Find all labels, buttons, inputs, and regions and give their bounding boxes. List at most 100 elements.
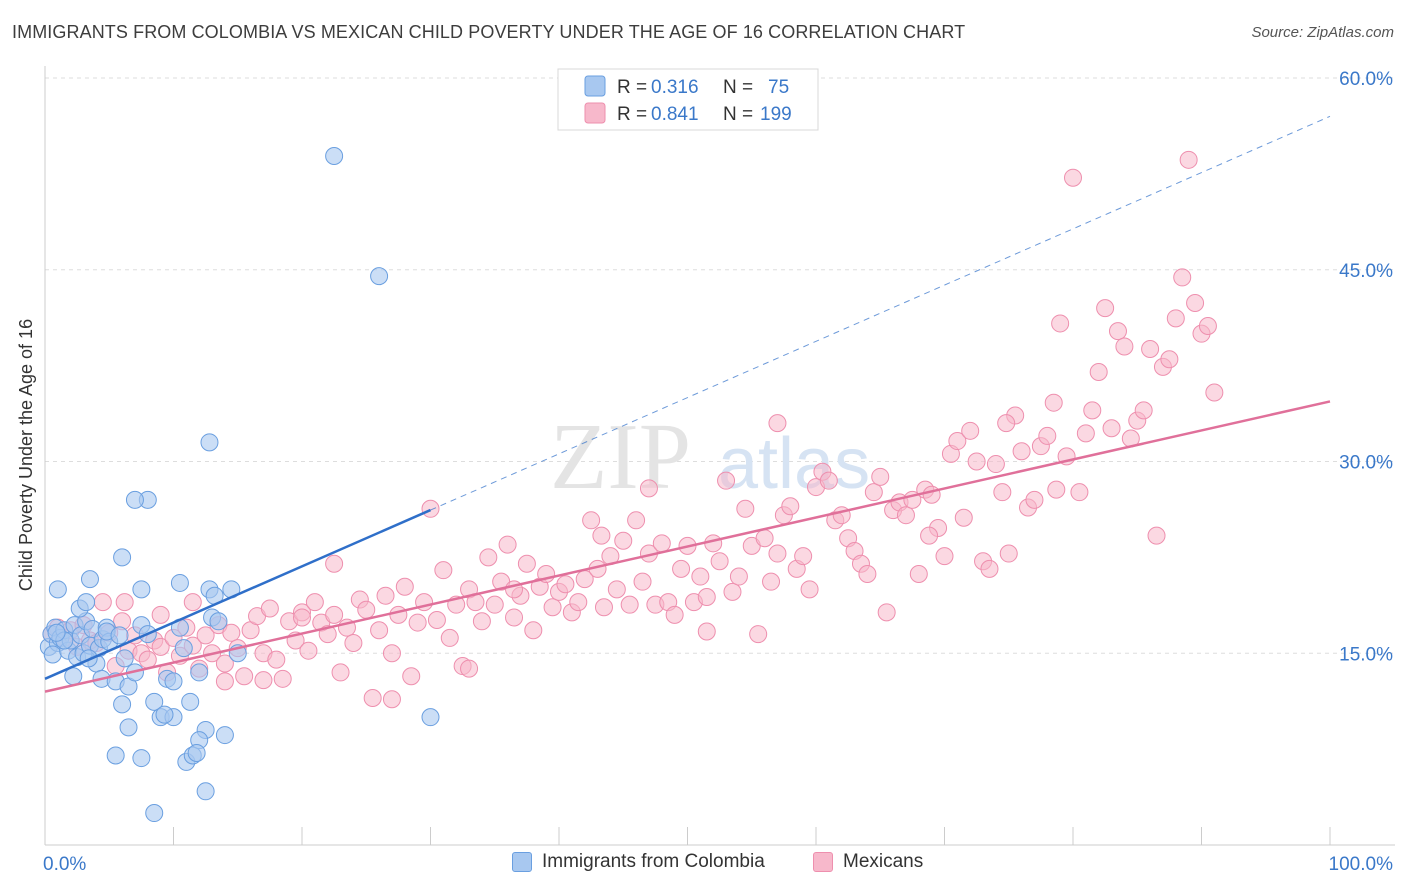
mexican-point — [260, 599, 279, 618]
legend-r-value: 0.841 — [651, 104, 699, 125]
mexican-point — [93, 593, 112, 612]
mexican-point — [723, 582, 742, 601]
mexican-point — [556, 575, 575, 594]
mexican-point — [215, 654, 234, 673]
mexican-point — [1051, 314, 1070, 333]
mexican-point — [909, 564, 928, 583]
y-tick-label: 45.0% — [1339, 261, 1393, 282]
mexican-point — [183, 593, 202, 612]
colombia-trend-extension — [430, 115, 1331, 511]
colombia-point — [113, 695, 132, 714]
axes — [44, 66, 1395, 846]
mexican-point — [717, 471, 736, 490]
mexican-point — [472, 612, 491, 631]
mexican-point — [762, 572, 781, 591]
mexican-point — [293, 608, 311, 627]
mexican-point — [395, 577, 414, 596]
mexican-point — [1012, 442, 1031, 461]
mexican-point — [768, 544, 787, 563]
colombia-point — [174, 639, 193, 658]
legend-top: R = 0.316 N = 75 R = 0.841 N = 199 — [557, 68, 819, 131]
colombia-point — [132, 580, 151, 599]
colombia-point — [47, 623, 66, 642]
x-tick-label: 0.0% — [43, 854, 86, 875]
mexican-point — [1198, 316, 1217, 335]
mexican-point — [389, 605, 408, 624]
mexican-point — [1160, 350, 1179, 369]
colombia-point — [421, 708, 440, 727]
mexican-point — [800, 580, 819, 599]
mexican-point — [370, 621, 389, 640]
mexican-point — [505, 608, 524, 627]
mexican-point — [1038, 426, 1057, 445]
mexican-point — [729, 567, 748, 586]
legend-n-label: N = — [723, 104, 753, 125]
legend-colombia-label: Immigrants from Colombia — [542, 851, 765, 872]
colombia-point — [155, 705, 174, 724]
mexican-point — [421, 499, 440, 518]
mexican-point — [1173, 268, 1192, 287]
mexican-point — [1186, 293, 1205, 312]
mexican-point — [1025, 490, 1044, 509]
mexican-point — [997, 414, 1016, 433]
mexican-point — [986, 455, 1005, 474]
mexican-point — [299, 641, 318, 660]
colombia-point — [209, 612, 228, 631]
y-tick-label: 15.0% — [1339, 644, 1393, 665]
mexican-point — [896, 506, 915, 525]
mexican-point — [196, 626, 215, 645]
mexican-point — [980, 559, 999, 578]
mexican-point — [215, 672, 234, 691]
colombia-trend-line — [44, 508, 432, 680]
colombia-point — [125, 490, 144, 509]
mexican-point — [434, 561, 453, 580]
mexican-point — [325, 554, 344, 573]
mexican-point — [1102, 419, 1121, 438]
mexican-point — [864, 483, 883, 502]
mexican-point — [1044, 393, 1063, 412]
mexican-point — [935, 547, 954, 566]
legend-mexicans-label: Mexicans — [843, 851, 924, 872]
mexican-point — [115, 593, 134, 612]
mexican-point — [427, 611, 446, 630]
legend-n-label: N = — [723, 77, 753, 98]
mexican-point — [794, 547, 813, 566]
mexican-point — [1179, 150, 1198, 169]
mexican-point — [1115, 337, 1134, 356]
mexican-point — [948, 432, 967, 451]
mexican-point — [1147, 526, 1166, 545]
mexican-point — [594, 598, 613, 617]
mexican-point — [485, 595, 504, 614]
mexican-point — [1083, 401, 1102, 420]
mexican-point — [517, 554, 536, 573]
y-tick-label: 60.0% — [1339, 69, 1393, 90]
colombia-point — [119, 718, 138, 737]
mexican-point — [736, 499, 755, 518]
y-axis-title: Child Poverty Under the Age of 16 — [16, 319, 36, 591]
legend-item-colombia[interactable]: Immigrants from Colombia — [512, 851, 765, 873]
mexican-point — [479, 548, 498, 567]
mexican-point — [382, 690, 401, 709]
mexican-point — [691, 567, 710, 586]
mexican-point — [592, 526, 611, 545]
colombia-point — [77, 593, 96, 612]
colombia-point — [200, 433, 219, 452]
mexican-point — [1064, 168, 1082, 187]
mexican-point — [877, 603, 896, 622]
mexican-point — [749, 625, 768, 644]
mexican-point — [620, 595, 639, 614]
watermark-atlas: atlas — [718, 424, 870, 504]
mexican-point — [222, 623, 241, 642]
legend-item-mexicans[interactable]: Mexicans — [813, 851, 923, 873]
mexican-point — [267, 650, 286, 669]
watermark-zip: ZIP — [550, 405, 691, 509]
mexican-point — [363, 688, 382, 707]
mexican-point — [235, 667, 254, 686]
mexican-point — [1205, 383, 1224, 402]
legend-n-value: 75 — [768, 77, 789, 98]
mexican-point — [920, 526, 939, 545]
mexican-point — [639, 479, 658, 498]
mexican-point — [652, 534, 671, 553]
mexican-point — [607, 580, 626, 599]
